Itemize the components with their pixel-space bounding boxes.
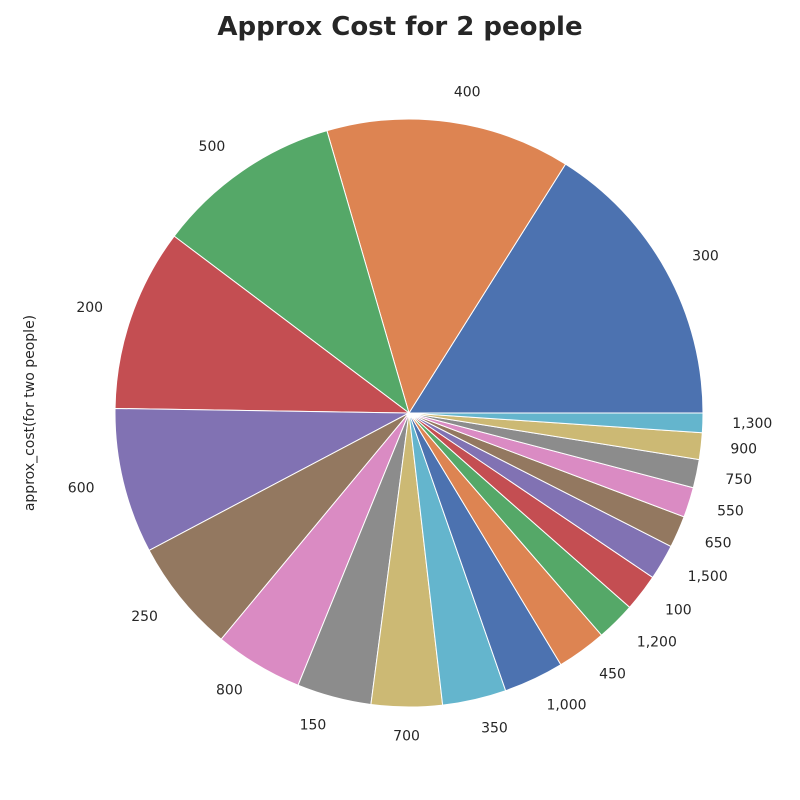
pie-label-1000: 1,000 [546, 698, 586, 714]
pie-label-650: 650 [705, 536, 732, 552]
pie-label-100: 100 [665, 603, 692, 619]
pie-slice-300 [408, 163, 704, 414]
pie-slice-200 [114, 235, 411, 414]
pie-label-150: 150 [300, 718, 327, 734]
pie-slice-500 [173, 130, 410, 415]
pie-label-550: 550 [717, 503, 744, 519]
pie-slice-600 [114, 407, 410, 552]
pie-label-800: 800 [216, 682, 243, 698]
pie-slices [114, 118, 704, 708]
pie-slice-250 [148, 412, 410, 640]
pie-label-250: 250 [131, 609, 158, 625]
chart-title: Approx Cost for 2 people [217, 12, 583, 42]
pie-label-900: 900 [730, 442, 757, 458]
pie-label-400: 400 [454, 85, 481, 101]
pie-label-700: 700 [393, 728, 420, 744]
pie-label-1300: 1,300 [732, 416, 772, 432]
pie-slice-400 [326, 118, 567, 415]
pie-label-500: 500 [199, 139, 226, 155]
pie-label-450: 450 [599, 667, 626, 683]
pie-label-600: 600 [68, 480, 95, 496]
pie-slice-1300 [408, 412, 704, 434]
pie-label-200: 200 [76, 300, 103, 316]
pie-label-750: 750 [725, 472, 752, 488]
pie-label-350: 350 [481, 720, 508, 736]
pie-labels: 300 400 500 200 600 250 800 150 700 350 1,000 450 1,… [68, 85, 773, 745]
pie-label-1200: 1,200 [637, 635, 677, 651]
pie-label-300: 300 [692, 249, 719, 265]
pie-label-1500: 1,500 [688, 569, 728, 585]
